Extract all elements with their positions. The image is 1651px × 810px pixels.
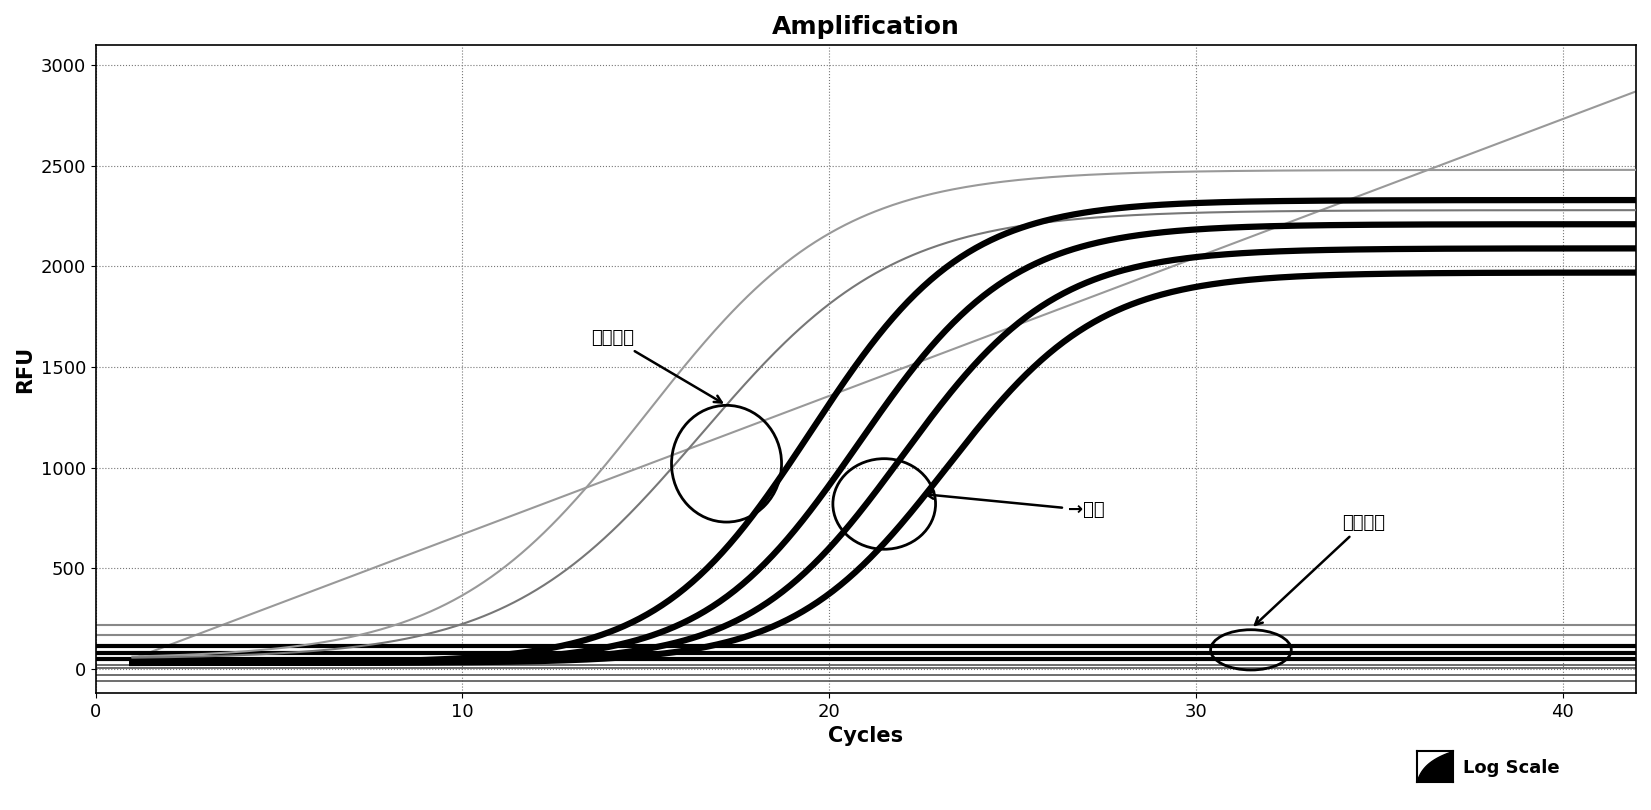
Text: Log Scale: Log Scale [1463,759,1560,777]
X-axis label: Cycles: Cycles [829,727,903,746]
Y-axis label: RFU: RFU [15,346,35,393]
Text: →样品: →样品 [926,492,1105,519]
Title: Amplification: Amplification [773,15,959,39]
Text: 阴性对照: 阴性对照 [1255,514,1385,625]
Text: 阳性对照: 阳性对照 [591,329,721,403]
